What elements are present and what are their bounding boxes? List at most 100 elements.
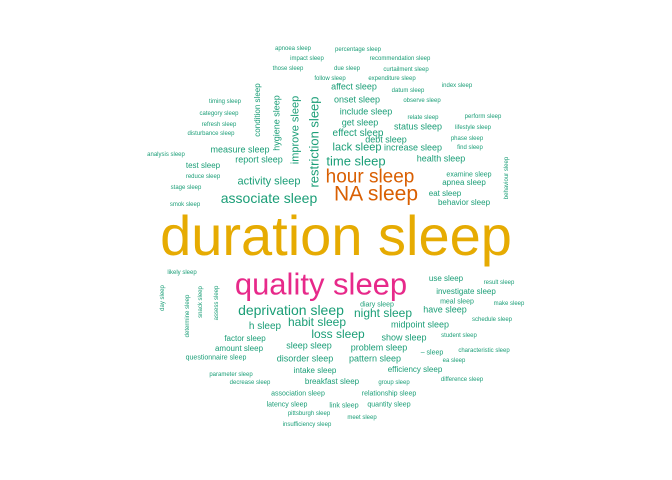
word: questionnaire sleep — [185, 354, 247, 362]
word: NA sleep — [333, 182, 419, 206]
word: smok sleep — [169, 202, 201, 208]
word: day sleep — [160, 285, 166, 311]
word: deprivation sleep — [238, 302, 344, 318]
word: habit sleep — [287, 315, 347, 329]
word: problem sleep — [350, 342, 408, 353]
word: duration sleep — [160, 204, 512, 267]
word: decrease sleep — [229, 380, 271, 386]
word: report sleep — [235, 154, 283, 165]
word: amount sleep — [214, 344, 264, 353]
word: recommendation sleep — [369, 56, 431, 62]
word: perform sleep — [464, 114, 502, 120]
word: likely sleep — [167, 270, 197, 276]
word: examine sleep — [446, 171, 492, 179]
word: improve sleep — [289, 95, 302, 165]
word: measure sleep — [210, 144, 270, 155]
word: observe sleep — [403, 98, 441, 104]
word: behavior sleep — [437, 198, 491, 207]
word: impact sleep — [290, 56, 324, 62]
word: efficiency sleep — [387, 365, 443, 374]
word: status sleep — [393, 121, 443, 132]
word: debt sleep — [365, 134, 407, 145]
word: meet sleep — [347, 415, 377, 421]
word: factor sleep — [224, 334, 266, 343]
word: apnoea sleep — [274, 46, 312, 52]
word: quantity sleep — [367, 401, 411, 409]
word: association sleep — [271, 390, 325, 398]
word: associate sleep — [220, 190, 318, 206]
word: condition sleep — [253, 83, 262, 137]
word: determine sleep — [185, 294, 191, 338]
word: index sleep — [441, 83, 473, 89]
word: meal sleep — [440, 298, 474, 306]
word: hour sleep — [325, 166, 415, 188]
word: refresh sleep — [201, 122, 237, 128]
word: difference sleep — [440, 377, 484, 383]
word: group sleep — [378, 380, 410, 386]
word: effect sleep — [332, 128, 384, 139]
word: phase sleep — [450, 136, 484, 142]
word: h sleep — [248, 321, 282, 332]
word: those sleep — [272, 66, 304, 72]
word: expenditure sleep — [368, 76, 416, 82]
word: behaviour sleep — [504, 156, 510, 200]
word: hygiene sleep — [271, 95, 282, 151]
word: pattern sleep — [348, 353, 402, 364]
word: insufficiency sleep — [282, 422, 332, 428]
word: use sleep — [428, 274, 464, 283]
word: diary sleep — [360, 301, 394, 309]
word: due sleep — [333, 66, 361, 72]
word: have sleep — [423, 304, 467, 315]
word: make sleep — [493, 301, 525, 307]
word: schedule sleep — [471, 317, 513, 323]
word: onset sleep — [333, 94, 381, 105]
word: quality sleep — [234, 266, 408, 302]
word: parameter sleep — [209, 372, 253, 378]
word: pittsburgh sleep — [287, 411, 331, 417]
word: get sleep — [341, 117, 379, 128]
word: assess sleep — [214, 285, 220, 321]
word: disturbance sleep — [187, 131, 235, 137]
word: restriction sleep — [306, 96, 322, 188]
word: relate sleep — [407, 115, 439, 121]
word: ea sleep — [442, 358, 466, 364]
word: follow sleep — [314, 76, 346, 82]
word: night sleep — [353, 306, 413, 320]
word: include sleep — [339, 106, 393, 117]
word: datum sleep — [391, 88, 425, 94]
word: – sleep — [420, 349, 444, 357]
word: lifestyle sleep — [454, 125, 492, 131]
word: affect sleep — [331, 81, 377, 92]
word: category sleep — [199, 111, 239, 117]
word: investigate sleep — [436, 287, 496, 296]
word: time sleep — [326, 153, 386, 169]
word: analysis sleep — [147, 152, 185, 158]
word: test sleep — [185, 161, 221, 170]
word: increase sleep — [383, 142, 443, 153]
word: breakfast sleep — [304, 377, 360, 386]
word: percentage sleep — [334, 47, 382, 53]
word: midpoint sleep — [390, 319, 450, 330]
word: snack sleep — [198, 286, 204, 318]
word: lack sleep — [332, 141, 382, 154]
word: student sleep — [441, 333, 477, 339]
word: intake sleep — [293, 366, 337, 375]
word: health sleep — [416, 153, 466, 164]
word: eat sleep — [428, 189, 462, 198]
word: reduce sleep — [185, 174, 221, 180]
word: show sleep — [381, 332, 427, 343]
word: characteristic sleep — [458, 348, 510, 354]
word: disorder sleep — [276, 353, 334, 364]
word: latency sleep — [266, 401, 308, 409]
word: sleep sleep — [286, 340, 332, 351]
word: find sleep — [457, 145, 483, 151]
word: apnea sleep — [442, 178, 486, 187]
word: relationship sleep — [361, 390, 417, 398]
word: activity sleep — [237, 175, 301, 188]
word: curtailment sleep — [383, 67, 429, 73]
word: stage sleep — [170, 185, 202, 191]
word: result sleep — [483, 280, 515, 286]
word: timing sleep — [208, 99, 242, 105]
word: loss sleep — [311, 327, 365, 341]
